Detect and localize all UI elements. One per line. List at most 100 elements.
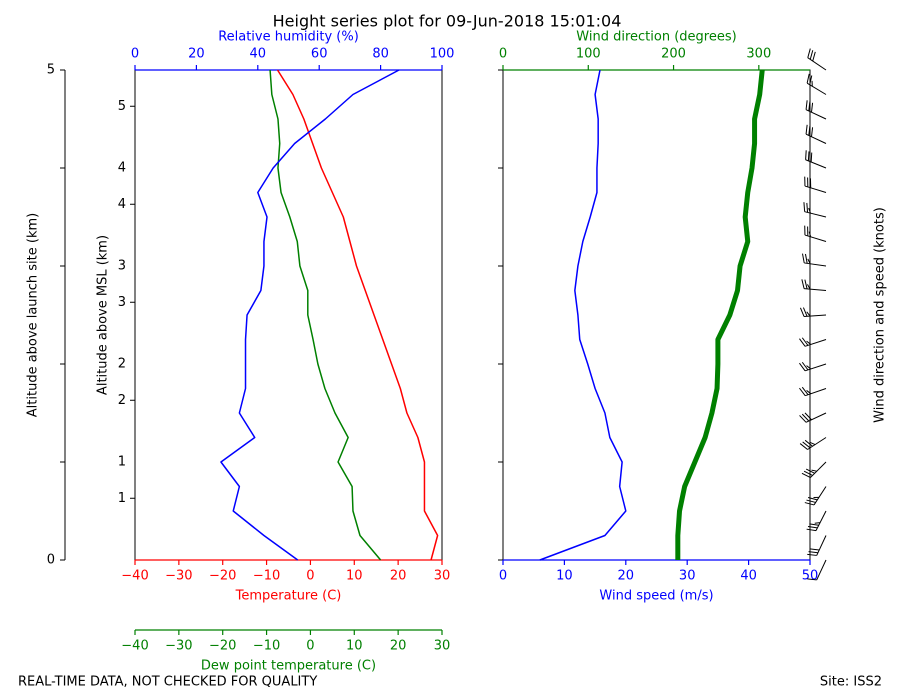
barb-feather	[811, 469, 817, 472]
x-axis-label: Relative humidity (%)	[218, 30, 359, 45]
wind-barb	[806, 510, 827, 532]
series-line	[269, 69, 382, 561]
barb-feather	[806, 390, 812, 395]
barb-feather	[806, 365, 812, 370]
barb-staff	[804, 185, 827, 193]
barb-feather	[808, 125, 811, 136]
wind-barb	[804, 225, 827, 242]
x-tick-label: −40	[121, 639, 148, 654]
x-axis-label: Wind direction (degrees)	[576, 30, 736, 45]
x-tick-label: 20	[188, 47, 205, 62]
barb-feather	[799, 443, 808, 450]
x-tick-label: 40	[250, 47, 267, 62]
x-tick-label: 200	[661, 47, 686, 62]
barb-staff	[806, 82, 827, 95]
barb-feather	[805, 124, 808, 135]
barb-feather	[807, 258, 811, 264]
x-tick-label: 0	[499, 47, 507, 62]
x-tick-label: −20	[209, 569, 236, 584]
barb-feather	[801, 413, 810, 422]
barb-feather	[809, 50, 814, 60]
barb-staff	[815, 510, 827, 531]
series-line	[220, 69, 400, 561]
barb-staff	[804, 211, 827, 218]
barb-feather	[811, 102, 814, 113]
barb-feather	[806, 340, 812, 345]
barb-staff	[804, 288, 827, 291]
x-axis-label: Dew point temperature (C)	[201, 659, 376, 674]
barb-staff	[804, 339, 827, 347]
x-tick-label: −20	[209, 639, 236, 654]
x-axis-label: Wind speed (m/s)	[599, 589, 713, 604]
barb-feather	[806, 73, 810, 84]
barb-staff	[805, 133, 827, 144]
barb-staff	[807, 437, 827, 450]
wind-barb	[802, 253, 827, 267]
wind-barb	[805, 100, 827, 120]
barb-staff	[804, 363, 827, 372]
x-tick-label: 30	[679, 569, 696, 584]
x-tick-label: 300	[746, 47, 771, 62]
wind-barb	[804, 176, 827, 193]
x-tick-label: 0	[306, 569, 314, 584]
plot-frame	[502, 69, 811, 561]
y2-axis-label: Altitude above MSL (km)	[96, 235, 111, 395]
barb-staff	[807, 57, 827, 71]
barb-staff	[816, 559, 827, 581]
y-tick-label: 2	[118, 357, 126, 372]
series-line	[675, 69, 765, 560]
barb-feather	[809, 523, 819, 526]
wind-barb	[806, 73, 827, 95]
x-tick-label: −10	[253, 639, 280, 654]
x-tick-label: 20	[618, 569, 635, 584]
barb-feather	[812, 51, 816, 62]
y2-tick-label: 5	[118, 99, 126, 114]
x-axis-label: Temperature (C)	[235, 589, 342, 604]
y-tick-label: 1	[118, 455, 126, 470]
barb-feather	[799, 387, 806, 396]
barb-staff	[805, 412, 827, 423]
footer-note: REAL-TIME DATA, NOT CHECKED FOR QUALITY	[18, 675, 317, 690]
x-tick-label: 20	[390, 569, 407, 584]
barb-axis-label: Wind direction and speed (knots)	[873, 207, 888, 423]
y2-tick-label: 3	[118, 295, 126, 310]
wind-barb	[799, 386, 827, 397]
barb-feather	[801, 472, 811, 479]
barb-feather	[799, 338, 806, 347]
wind-barb	[807, 535, 827, 556]
barb-staff	[804, 234, 827, 242]
barb-staff	[810, 461, 827, 478]
barb-feather	[802, 253, 805, 264]
x-tick-label: 40	[740, 569, 757, 584]
barb-staff	[816, 535, 827, 556]
barb-feather	[806, 202, 809, 213]
barb-feather	[799, 415, 807, 423]
barb-feather	[804, 279, 808, 289]
barb-feather	[801, 386, 809, 395]
y-tick-label: 5	[47, 63, 55, 78]
barb-feather	[806, 528, 817, 532]
barb-feather	[801, 279, 805, 289]
barb-feather	[807, 497, 818, 501]
x-tick-label: −10	[253, 569, 280, 584]
barb-feather	[799, 362, 806, 372]
figure-title: Height series plot for 09-Jun-2018 15:01…	[273, 12, 622, 31]
x-tick-label: −30	[165, 639, 192, 654]
x-tick-label: 100	[576, 47, 601, 62]
barb-staff	[804, 314, 827, 318]
barb-feather	[803, 470, 813, 476]
wind-barb	[799, 437, 827, 450]
x-tick-label: −40	[121, 569, 148, 584]
x-tick-label: 30	[434, 639, 451, 654]
barb-feather	[802, 307, 808, 317]
x-tick-label: 0	[306, 639, 314, 654]
wind-barb	[799, 337, 827, 347]
wind-barb	[804, 486, 827, 506]
barb-feather	[804, 253, 808, 264]
wind-barb	[799, 412, 827, 423]
barb-feather	[807, 284, 811, 290]
barb-feather	[808, 231, 812, 237]
barb-staff	[813, 486, 827, 506]
wind-barb	[799, 307, 827, 318]
